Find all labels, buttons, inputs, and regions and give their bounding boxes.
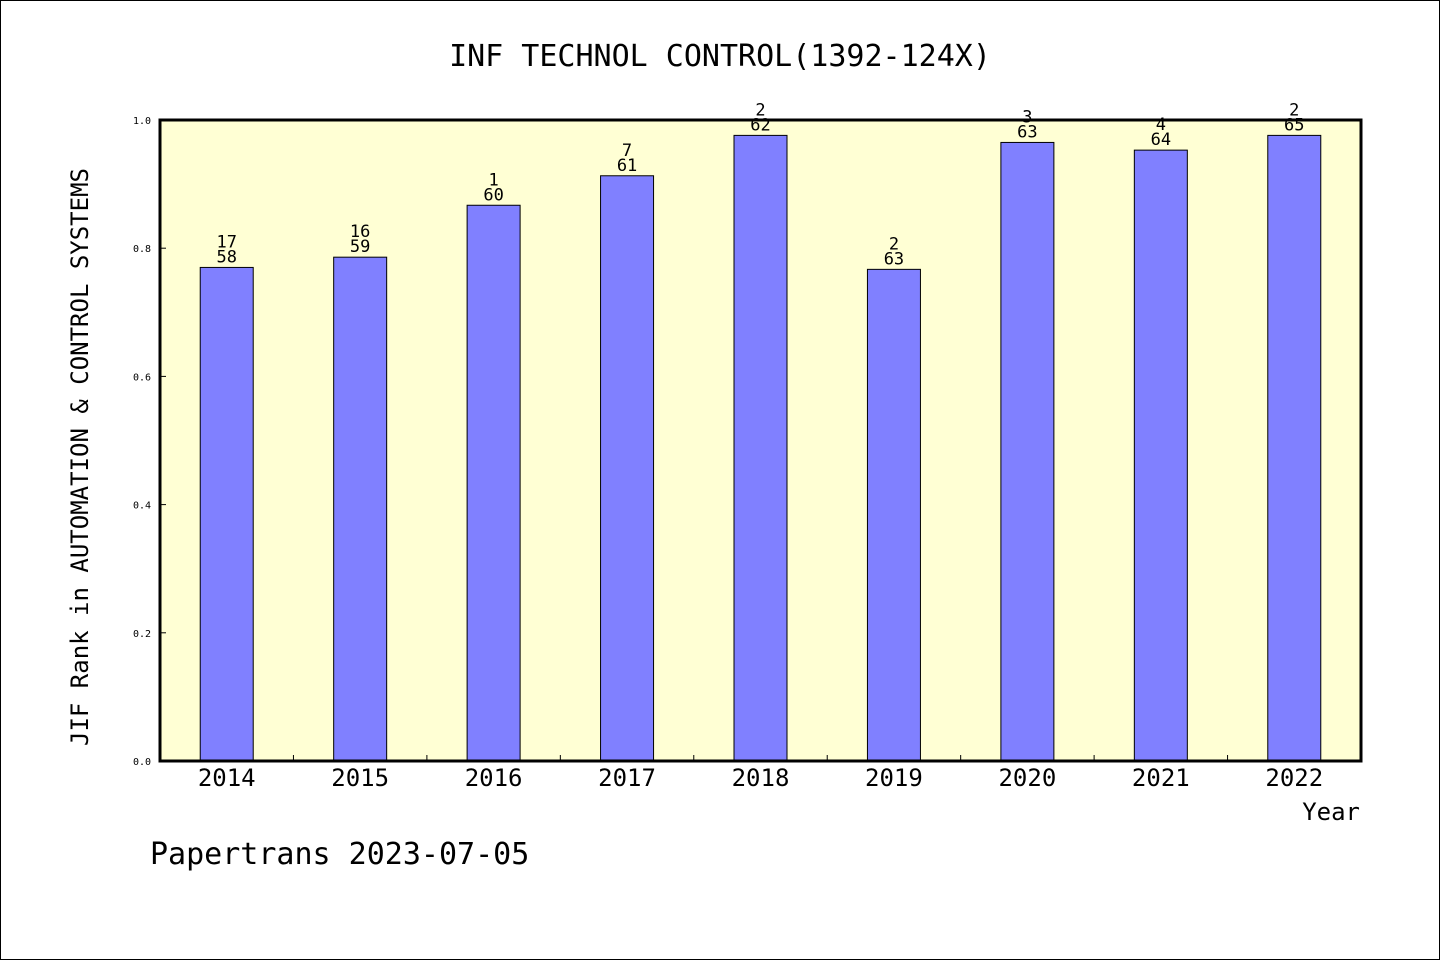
bar-2015 [333,256,388,762]
x-tick-label: 2017 [598,764,656,792]
x-tick-label: 2014 [198,764,256,792]
y-tick-label: 1.0 [133,116,151,127]
bar-2020 [1000,141,1055,762]
x-tick-label: 2015 [331,764,389,792]
chart-title: INF TECHNOL CONTROL(1392-124X) [449,39,991,74]
bar-rank-label: 17 [216,232,236,252]
bar-rank-label: 2 [755,100,765,120]
bar-total-label: 63 [1017,122,1037,142]
bars [199,134,1322,762]
x-tick-label: 2021 [1132,764,1190,792]
y-axis-label: JIF Rank in AUTOMATION & CONTROL SYSTEMS [66,168,94,746]
x-axis-label: Year [1302,798,1360,826]
y-tick-label: 0.2 [133,629,151,640]
bar-total-label: 64 [1151,130,1171,150]
bar-rank-label: 1 [488,170,498,190]
x-tick-labels: 2014 2015 2016 2017 2018 2019 2020 2021 2022 [198,764,1323,792]
plot-border [158,118,1363,763]
y-tick-label: 0.6 [133,372,151,383]
x-tick-label: 2018 [732,764,790,792]
bar-2021 [1133,149,1188,762]
x-tick-label: 2016 [465,764,523,792]
bar-rank-label: 4 [1156,115,1166,135]
bar-2018 [733,134,788,762]
x-tick-label: 2019 [865,764,923,792]
bar-rank-label: 7 [622,141,632,161]
bar-2017 [600,175,655,762]
y-tick-label: 0.0 [133,757,151,768]
bar-total-label: 58 [216,247,236,267]
bar-rank-label: 3 [1022,107,1032,127]
y-tick-label: 0.4 [133,501,151,512]
bar-2022 [1267,134,1322,762]
bar-2014 [199,266,254,762]
bar-2019 [866,268,921,762]
x-tick-label: 2022 [1265,764,1323,792]
y-tick-label: 0.8 [133,244,151,255]
bar-2016 [466,204,521,762]
y-tick-labels: 0.0 0.2 0.4 0.6 0.8 1.0 [133,116,151,768]
bar-rank-label: 2 [889,234,899,254]
bar-total-label: 61 [617,156,637,176]
footer-credit: Papertrans 2023-07-05 [150,837,529,872]
bar-total-label: 62 [750,115,770,135]
bar-rank-label: 2 [1289,100,1299,120]
bar-total-label: 65 [1284,115,1304,135]
bar-total-label: 59 [350,237,370,257]
x-tick-label: 2020 [998,764,1056,792]
bar-rank-label: 16 [350,222,370,242]
bar-total-label: 63 [884,249,904,269]
bar-total-label: 60 [483,185,503,205]
